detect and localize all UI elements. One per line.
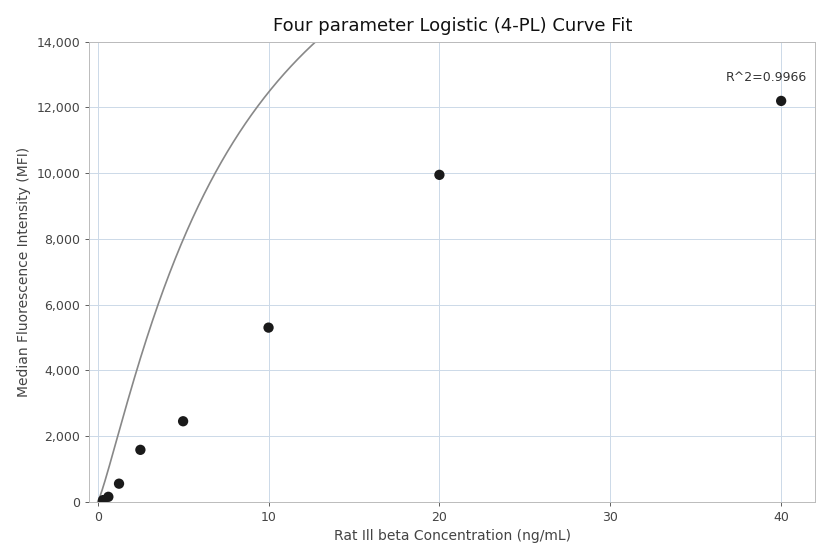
Point [433, 170, 446, 179]
Point [102, 492, 115, 501]
Y-axis label: Median Fluorescence Intensity (MFI): Median Fluorescence Intensity (MFI) [17, 147, 31, 397]
Point [262, 323, 275, 332]
Point [97, 496, 110, 505]
X-axis label: Rat Ill beta Concentration (ng/mL): Rat Ill beta Concentration (ng/mL) [334, 529, 571, 543]
Point [176, 417, 190, 426]
Point [134, 445, 147, 454]
Title: Four parameter Logistic (4-PL) Curve Fit: Four parameter Logistic (4-PL) Curve Fit [273, 17, 632, 35]
Point [112, 479, 126, 488]
Point [775, 96, 788, 105]
Text: R^2=0.9966: R^2=0.9966 [726, 71, 807, 85]
